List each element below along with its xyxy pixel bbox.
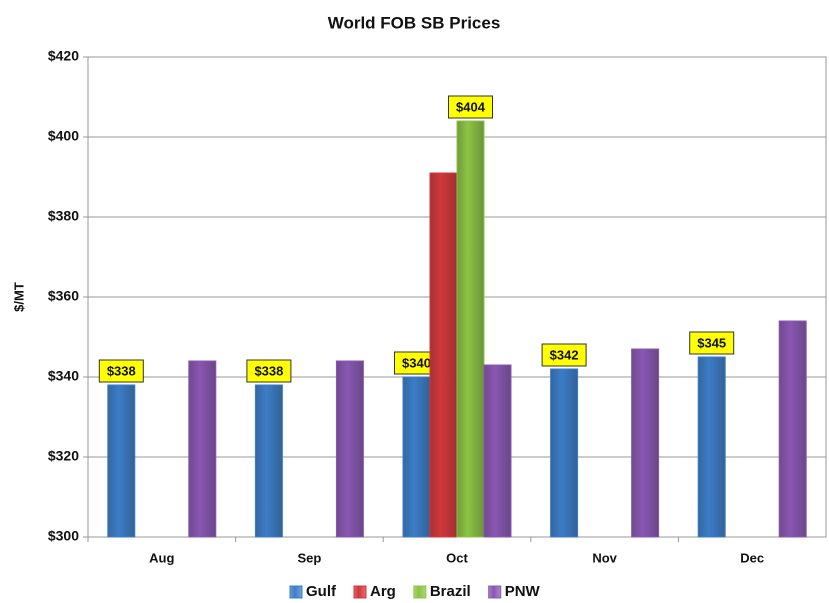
data-label-box	[541, 343, 587, 367]
bar	[107, 384, 136, 538]
x-tick-label: Sep	[297, 550, 321, 565]
y-tick-label: $340	[48, 368, 79, 384]
data-label-box	[689, 331, 735, 355]
y-tick-label: $300	[48, 528, 79, 544]
data-label: $340	[402, 355, 431, 370]
bar	[254, 384, 283, 538]
bar	[429, 172, 458, 538]
legend-label: Gulf	[306, 583, 337, 600]
data-label-box	[98, 359, 144, 383]
data-label: $404	[456, 99, 486, 114]
y-tick-label: $320	[48, 448, 79, 464]
legend-label: Arg	[370, 583, 396, 600]
data-label: $342	[550, 347, 579, 362]
legend-label: PNW	[505, 583, 541, 600]
legend-swatch	[289, 585, 303, 599]
bar	[631, 348, 660, 538]
bar	[550, 368, 579, 538]
legend-swatch	[488, 585, 502, 599]
data-label: $345	[697, 335, 726, 350]
data-label-box	[246, 359, 292, 383]
legend-label: Brazil	[430, 583, 471, 600]
bar	[402, 376, 431, 538]
y-tick-label: $400	[48, 128, 79, 144]
bar	[456, 120, 485, 538]
y-tick-label: $420	[48, 48, 79, 64]
data-label: $338	[107, 363, 136, 378]
x-tick-label: Dec	[740, 550, 764, 565]
y-tick-label: $360	[48, 288, 79, 304]
bar	[188, 360, 217, 538]
legend-swatch	[353, 585, 367, 599]
y-tick-label: $380	[48, 208, 79, 224]
x-tick-label: Nov	[592, 550, 617, 565]
chart-title: World FOB SB Prices	[328, 13, 501, 32]
bar	[483, 364, 512, 538]
data-label: $338	[254, 363, 283, 378]
legend-swatch	[413, 585, 427, 599]
data-label-box	[448, 95, 493, 119]
bar	[697, 356, 726, 538]
bar	[335, 360, 364, 538]
bar	[778, 320, 807, 538]
y-axis-label: $/MT	[11, 282, 26, 312]
x-tick-label: Aug	[149, 550, 174, 565]
x-tick-label: Oct	[446, 550, 468, 565]
